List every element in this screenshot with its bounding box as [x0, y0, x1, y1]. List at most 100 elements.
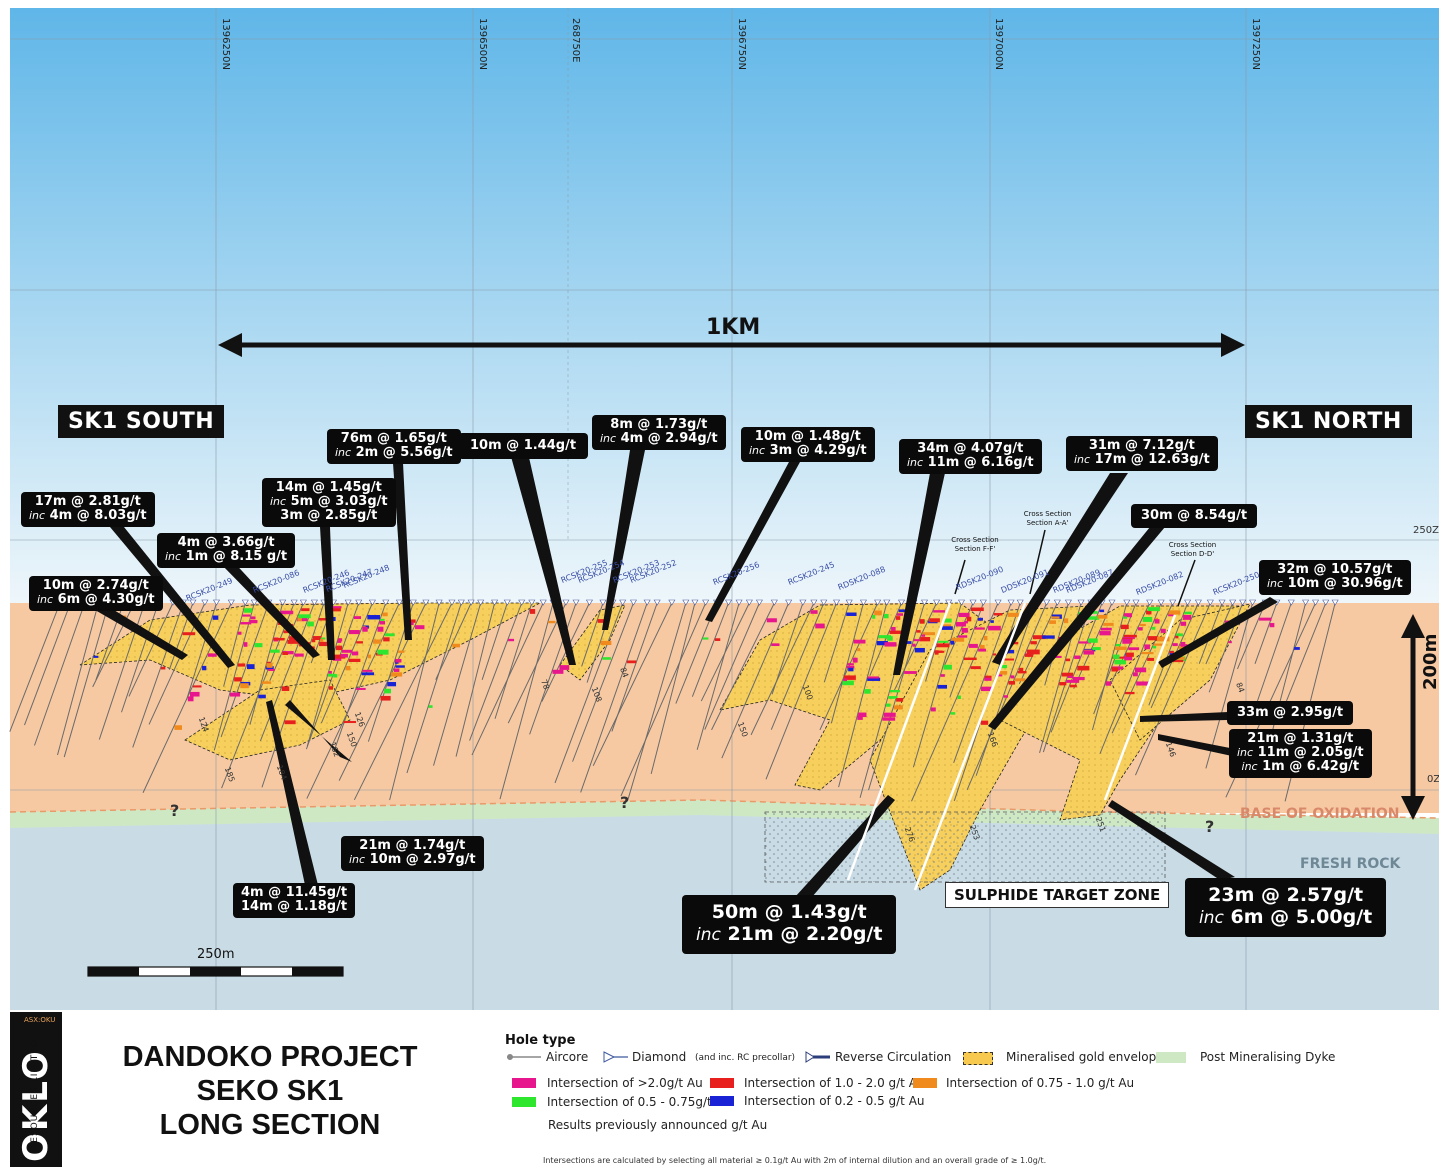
drill-collar	[279, 599, 287, 606]
aircore-icon	[507, 1054, 541, 1060]
intersection-tick	[187, 696, 194, 702]
intersection-tick	[287, 639, 301, 644]
coord-label: 1396750N	[736, 18, 747, 71]
intersection-tick	[1146, 610, 1152, 615]
intersection-tick	[243, 608, 253, 613]
intersection-tick	[383, 637, 390, 642]
drill-hole	[63, 602, 110, 758]
legend-1-2: Intersection of 1.0 - 2.0 g/t Au	[744, 1076, 925, 1090]
drill-hole	[1278, 602, 1327, 720]
drill-hole	[142, 602, 232, 793]
intersection-tick	[887, 636, 893, 641]
svg-text:?: ?	[1205, 817, 1214, 836]
drill-collar	[859, 599, 867, 606]
intersection-tick	[1124, 655, 1133, 661]
intersection-tick	[963, 657, 977, 661]
intersection-tick	[846, 612, 857, 616]
intersection-tick	[1169, 650, 1174, 656]
intersection-tick	[1153, 643, 1164, 646]
gt2-swatch	[512, 1078, 536, 1088]
intersection-tick	[266, 663, 273, 668]
intersection-tick	[328, 686, 334, 690]
cross-section-lines	[846, 602, 1177, 891]
intersection-tick	[981, 720, 989, 725]
elevation-250z: 250Z	[1413, 525, 1439, 536]
intersection-tick	[858, 712, 867, 718]
intersection-tick	[379, 621, 386, 625]
intersection-tick	[338, 638, 343, 642]
intersection-tick	[1228, 641, 1232, 644]
intersection-tick	[377, 626, 384, 632]
drill-hole	[92, 602, 135, 688]
drill-collar	[725, 599, 733, 606]
drill-collar	[310, 599, 318, 606]
drill-collar	[668, 599, 676, 606]
intersection-tick	[1115, 643, 1121, 647]
intersection-tick	[1123, 634, 1137, 638]
intersection-tick	[1008, 681, 1016, 685]
intersection-tick	[428, 705, 433, 708]
drill-hole	[213, 602, 255, 751]
intersection-tick	[937, 640, 949, 643]
drill-collar	[1287, 599, 1295, 606]
1km-arrow	[218, 333, 1245, 357]
drill-hole	[1254, 602, 1278, 664]
drill-hole	[320, 602, 373, 724]
intersection-tick	[950, 640, 955, 645]
base-of-oxidation-label: BASE OF OXIDATION	[1240, 806, 1400, 822]
intersection-tick	[327, 673, 336, 677]
dyke-swatch	[1156, 1052, 1186, 1063]
intersection-tick	[1138, 627, 1143, 631]
intersection-tick	[508, 638, 515, 642]
intersection-tick	[1010, 675, 1015, 679]
drill-hole	[696, 602, 740, 750]
intersection-tick	[261, 681, 272, 684]
intersection-tick	[1294, 647, 1300, 650]
drill-collar	[477, 599, 485, 606]
legend-envelope: Mineralised gold envelope	[1006, 1050, 1164, 1064]
intercept-callout: 8m @ 1.73g/t inc 4m @ 2.94g/t	[592, 415, 726, 450]
intersection-tick	[268, 668, 275, 672]
intersection-tick	[307, 621, 314, 627]
intersection-tick	[1017, 671, 1027, 674]
drill-collar	[201, 599, 209, 606]
reverse-circulation-icon	[805, 1051, 830, 1063]
intersection-tick	[1134, 667, 1147, 673]
intersection-tick	[1141, 652, 1154, 655]
intersection-tick	[1024, 654, 1034, 657]
drill-collar	[1239, 599, 1247, 606]
intersection-tick	[343, 721, 357, 724]
drill-hole	[620, 602, 707, 797]
intersection-tick	[1183, 614, 1192, 620]
intersection-tick	[337, 640, 342, 643]
intersection-tick	[1001, 658, 1015, 661]
fresh-rock-label: FRESH ROCK	[1300, 856, 1401, 872]
intercept-callout: 4m @ 3.66g/t inc 1m @ 8.15 g/t	[157, 533, 296, 568]
drill-hole	[869, 602, 902, 676]
intersection-tick	[846, 665, 855, 669]
intersection-tick	[914, 647, 925, 653]
intersection-tick	[333, 674, 338, 678]
intersection-tick	[1077, 665, 1090, 671]
intersection-tick	[1180, 621, 1187, 626]
drill-hole	[691, 602, 730, 697]
legend-05-075: Intersection of 0.5 - 0.75g/t Au	[547, 1095, 732, 1109]
drill-collar	[382, 599, 390, 606]
drill-hole	[389, 602, 440, 801]
i05-075-swatch	[512, 1097, 536, 1107]
intersection-tick	[993, 613, 1003, 616]
drill-collar	[1016, 599, 1024, 606]
intersection-tick	[916, 630, 921, 633]
intersection-tick	[937, 684, 948, 689]
drill-hole	[132, 602, 184, 748]
intersection-tick	[857, 715, 863, 720]
intersection-tick	[966, 616, 972, 622]
intersection-tick	[1061, 672, 1074, 677]
drill-collar	[562, 599, 570, 606]
drill-collar	[957, 599, 966, 606]
drill-hole	[823, 602, 850, 683]
drill-collar	[599, 599, 607, 606]
intersection-tick	[192, 685, 202, 688]
intersection-tick	[889, 630, 902, 634]
intersection-tick	[990, 620, 994, 623]
